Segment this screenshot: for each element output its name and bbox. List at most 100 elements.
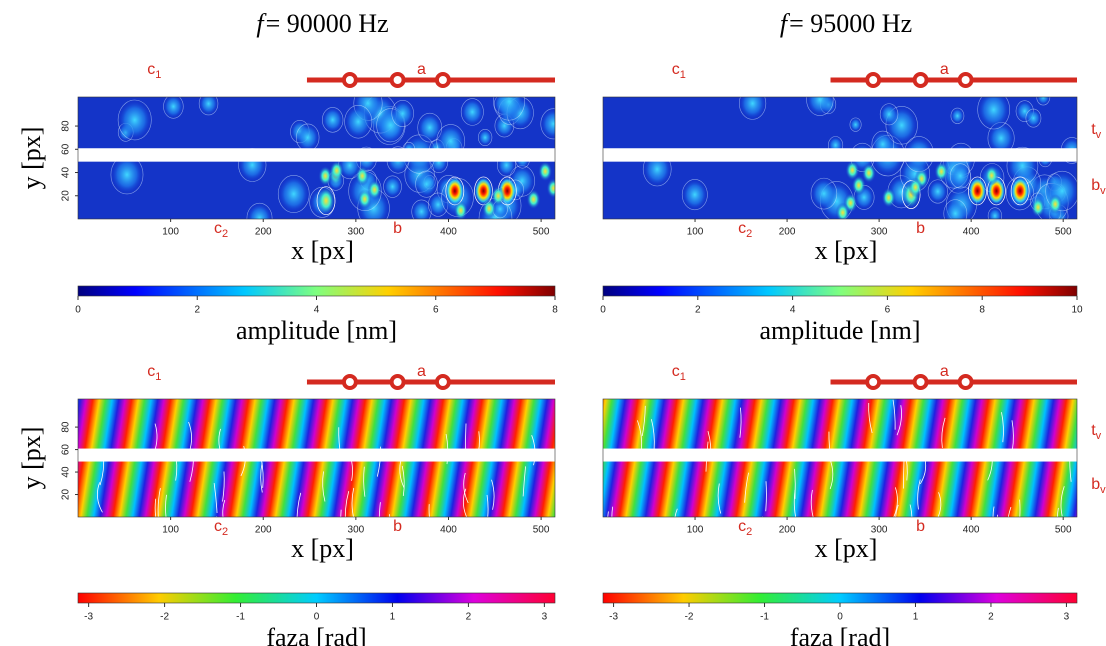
actuator-node [434, 374, 451, 390]
plot-frame [602, 96, 1078, 220]
contour [1007, 506, 1012, 517]
blob-warm [1031, 197, 1046, 218]
blob [296, 123, 320, 152]
blob [391, 100, 414, 127]
plot-frame [602, 398, 1078, 518]
colorbar-tick-label: 2 [466, 612, 472, 623]
contour [717, 483, 722, 514]
contour [491, 479, 495, 510]
title-var: f [780, 9, 791, 38]
blob [477, 129, 493, 147]
blob [493, 97, 525, 121]
colorbar-tick-label: 4 [790, 305, 796, 316]
blob [806, 97, 834, 116]
colorbar-tick-label: 8 [552, 305, 558, 316]
contour [96, 482, 103, 513]
y-tick-label: 60 [61, 143, 72, 155]
contour [401, 465, 405, 496]
blob-warm [318, 166, 333, 187]
blob-warm [546, 178, 555, 199]
contour [868, 402, 873, 434]
x-tick-label: 200 [255, 525, 272, 536]
contour [793, 489, 797, 517]
x-tick-label: 300 [348, 227, 365, 238]
contour [744, 472, 749, 503]
annotation: c2 [738, 518, 752, 538]
annotation-text: b [916, 220, 925, 237]
blob [943, 199, 968, 219]
blob-hot [1010, 176, 1030, 206]
blob-warm [861, 163, 876, 184]
colorbar-label: amplitude [nm] [236, 316, 397, 345]
title-text: = 95000 Hz [789, 9, 912, 38]
blob-warm [845, 160, 860, 181]
colorbar-tick-label: -1 [236, 612, 245, 623]
contour [794, 468, 796, 499]
annotation-text: t [1091, 121, 1096, 138]
actuator-node [865, 374, 882, 390]
blob-hot [445, 176, 465, 206]
heatmap [78, 399, 555, 517]
annotation-sub: 1 [680, 371, 686, 383]
colorbar-label: faza [rad] [266, 623, 366, 646]
colorbar-tick-label: 6 [885, 305, 891, 316]
blob [1025, 108, 1042, 128]
blob [681, 179, 708, 211]
annotation-text: c [738, 518, 746, 535]
annotation-sub: 1 [155, 371, 161, 383]
blob [540, 108, 555, 140]
contour [1056, 507, 1059, 517]
x-tick-label: 300 [871, 525, 888, 536]
colorbar-tick-label: 8 [979, 305, 985, 316]
contour [1001, 412, 1004, 443]
annotation: b [916, 220, 925, 237]
contour [892, 399, 896, 430]
annotation: b [393, 518, 402, 535]
annotation-text: b [393, 220, 402, 237]
contour [222, 499, 226, 517]
contour [611, 506, 614, 517]
blob [163, 97, 184, 119]
annotation-text: c [672, 363, 680, 380]
annotation-text: t [1091, 422, 1096, 439]
contour [463, 472, 469, 504]
annotation-sub: 2 [746, 526, 752, 538]
blob [879, 103, 899, 126]
annotation-text: b [1091, 177, 1100, 194]
contour [674, 508, 678, 517]
colorbar-tick-label: 3 [542, 612, 548, 623]
contour [909, 504, 913, 517]
y-tick-label: 40 [61, 466, 72, 478]
annotation: tv [1091, 121, 1101, 141]
contour [941, 417, 946, 448]
annotation: c1 [672, 61, 686, 81]
colorbar [77, 592, 556, 604]
x-tick-label: 500 [1055, 227, 1072, 238]
y-tick-label: 20 [61, 190, 72, 202]
contour [651, 419, 655, 450]
annotation-sub: 1 [155, 69, 161, 81]
x-tick-label: 500 [1055, 525, 1072, 536]
annotation: a [940, 363, 949, 380]
blob-warm [526, 189, 541, 210]
colorbar-tick-label: -1 [760, 612, 769, 623]
contour [378, 502, 381, 517]
heatmap [603, 97, 1077, 219]
blob [460, 98, 484, 126]
contour [893, 487, 898, 517]
contour [213, 482, 218, 514]
colorbar-tick-label: 0 [837, 612, 843, 623]
contour [765, 481, 767, 512]
blob [277, 175, 310, 213]
blob-warm [984, 165, 999, 186]
contour [157, 488, 161, 517]
contour [992, 506, 995, 517]
y-tick-label: 20 [61, 489, 72, 501]
colorbar-tick-label: 0 [75, 305, 81, 316]
contour [351, 487, 355, 517]
contour [607, 511, 609, 517]
heatmap [78, 97, 555, 219]
heatmap [603, 399, 1077, 517]
annotation-sub: v [1096, 129, 1102, 141]
